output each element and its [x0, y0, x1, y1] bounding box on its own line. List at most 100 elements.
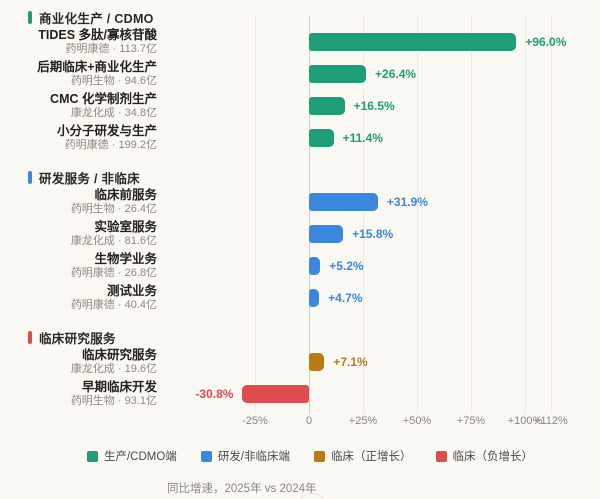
- bar: [309, 65, 367, 83]
- chart-row: TIDES 多肽/寡核苷酸 药明康德 · 113.7亿 +96.0%: [0, 26, 600, 58]
- row-title: 小分子研发与生产: [56, 123, 157, 138]
- chart-row: 后期临床+商业化生产 药明生物 · 94.6亿 +26.4%: [0, 58, 600, 90]
- bar: [309, 193, 378, 211]
- legend-swatch: [314, 450, 326, 462]
- chart-row: 生物学业务 药明康德 · 26.8亿 +5.2%: [0, 250, 600, 282]
- bar: [309, 257, 321, 275]
- row-title: 后期临床+商业化生产: [37, 59, 157, 74]
- section-title: 商业化生产 / CDMO: [39, 11, 154, 26]
- row-label: 后期临床+商业化生产 药明生物 · 94.6亿: [0, 60, 157, 89]
- bar: [309, 225, 344, 243]
- legend-item: 研发/非临床端: [200, 448, 291, 464]
- section-header: 商业化生产 / CDMO: [28, 8, 600, 26]
- axis-tick-label: +100%: [507, 415, 543, 427]
- bar-value-label: +5.2%: [329, 259, 364, 273]
- row-title: 临床研究服务: [81, 347, 157, 362]
- legend-item: 临床（负增长）: [435, 448, 534, 464]
- chart-row: 测试业务 药明康德 · 40.4亿 +4.7%: [0, 282, 600, 314]
- row-company-note: 药明生物 · 93.1亿: [70, 395, 157, 408]
- axis-tick-label: +50%: [402, 415, 432, 427]
- section-header: 临床研究服务: [28, 328, 600, 346]
- bar-cell: +26.4%: [157, 58, 600, 90]
- bar: [309, 129, 334, 147]
- legend-item: 生产/CDMO端: [86, 448, 177, 464]
- axis-tick-label: -25%: [242, 415, 268, 427]
- bar-cell: +15.8%: [157, 218, 600, 250]
- section-title: 临床研究服务: [39, 331, 116, 346]
- row-label: 小分子研发与生产 药明康德 · 199.2亿: [0, 124, 157, 153]
- x-axis: -25% 0 +25% +50% +75% +100% +112%: [0, 410, 600, 432]
- axis-tick-label: +75%: [456, 415, 486, 427]
- row-company-note: 康龙化成 · 34.8亿: [70, 107, 157, 120]
- bar-value-label: -30.8%: [195, 387, 234, 401]
- bar-cell: -30.8%: [157, 378, 600, 410]
- bar-cell: +4.7%: [157, 282, 600, 314]
- bar: [309, 97, 345, 115]
- row-title: TIDES 多肽/寡核苷酸: [38, 27, 157, 42]
- legend-item: 临床（正增长）: [314, 448, 412, 464]
- row-label: 生物学业务 药明康德 · 26.8亿: [0, 252, 157, 281]
- section-marker: [28, 10, 32, 24]
- row-title: 生物学业务: [94, 251, 157, 266]
- row-company-note: 药明生物 · 26.4亿: [70, 203, 157, 216]
- legend-swatch: [200, 450, 212, 462]
- section-marker: [28, 170, 32, 184]
- row-label: 实验室服务 康龙化成 · 81.6亿: [0, 220, 157, 249]
- bar-value-label: +11.4%: [342, 131, 383, 145]
- legend-label: 临床（正增长）: [331, 451, 412, 463]
- axis-tick-label: 0: [305, 415, 313, 427]
- bar-value-label: +31.9%: [386, 195, 428, 209]
- row-company-note: 药明康德 · 113.7亿: [65, 43, 158, 56]
- bar-cell: +31.9%: [157, 186, 600, 218]
- bar-value-label: +26.4%: [375, 67, 417, 81]
- chart-area: 商业化生产 / CDMO TIDES 多肽/寡核苷酸 药明康德 · 113.7亿 +9…: [0, 8, 600, 432]
- row-company-note: 药明康德 · 199.2亿: [64, 139, 157, 152]
- section-title: 研发服务 / 非临床: [39, 171, 140, 186]
- bar-cell: +96.0%: [157, 26, 600, 58]
- legend-swatch: [86, 450, 98, 462]
- legend-label: 生产/CDMO端: [103, 451, 177, 463]
- row-company-note: 药明生物 · 94.6亿: [70, 75, 157, 88]
- bar-value-label: +96.0%: [525, 35, 567, 49]
- bar: [242, 385, 309, 403]
- section-header: 研发服务 / 非临床: [28, 168, 600, 186]
- row-label: 临床研究服务 康龙化成 · 19.6亿: [0, 348, 157, 377]
- row-title: 测试业务: [106, 283, 157, 298]
- bar-cell: +16.5%: [157, 90, 600, 122]
- axis-tick-label: +112%: [534, 415, 568, 427]
- legend-label: 临床（负增长）: [452, 451, 534, 463]
- row-company-note: 药明康德 · 40.4亿: [70, 299, 157, 312]
- row-label: TIDES 多肽/寡核苷酸 药明康德 · 113.7亿: [0, 28, 157, 57]
- row-label: CMC 化学制剂生产 康龙化成 · 34.8亿: [0, 92, 157, 121]
- row-title: CMC 化学制剂生产: [50, 91, 157, 106]
- chart-sections: 商业化生产 / CDMO TIDES 多肽/寡核苷酸 药明康德 · 113.7亿 +9…: [0, 8, 600, 410]
- row-company-note: 康龙化成 · 81.6亿: [70, 235, 157, 248]
- section-marker: [28, 330, 32, 344]
- bar-cell: +11.4%: [157, 122, 600, 154]
- bar-cell: +7.1%: [157, 346, 600, 378]
- chart-row: 小分子研发与生产 药明康德 · 199.2亿 +11.4%: [0, 122, 600, 154]
- row-label: 早期临床开发 药明生物 · 93.1亿: [0, 380, 157, 409]
- row-title: 临床前服务: [94, 187, 157, 202]
- chart-legend: 生产/CDMO端 研发/非临床端 临床（正增长） 临床（负增长）: [0, 448, 600, 464]
- axis-tick-label: +25%: [348, 415, 378, 427]
- bar-value-label: +16.5%: [353, 99, 395, 113]
- bar: [309, 33, 517, 51]
- chart-row: 临床前服务 药明生物 · 26.4亿 +31.9%: [0, 186, 600, 218]
- row-company-note: 药明康德 · 26.8亿: [70, 267, 157, 280]
- bar: [309, 353, 325, 371]
- chart-row: CMC 化学制剂生产 康龙化成 · 34.8亿 +16.5%: [0, 90, 600, 122]
- row-title: 实验室服务: [94, 219, 157, 234]
- bar-value-label: +4.7%: [328, 291, 363, 305]
- bar: [309, 289, 320, 307]
- chart-row: 早期临床开发 药明生物 · 93.1亿 -30.8%: [0, 378, 600, 410]
- chart-row: 临床研究服务 康龙化成 · 19.6亿 +7.1%: [0, 346, 600, 378]
- row-company-note: 康龙化成 · 19.6亿: [70, 363, 157, 376]
- row-title: 早期临床开发: [81, 379, 157, 394]
- chart-footnote: 同比增速，2025年 vs 2024年: [167, 483, 317, 495]
- chart-row: 实验室服务 康龙化成 · 81.6亿 +15.8%: [0, 218, 600, 250]
- bar-cell: +5.2%: [157, 250, 600, 282]
- row-label: 临床前服务 药明生物 · 26.4亿: [0, 188, 157, 217]
- legend-label: 研发/非临床端: [217, 451, 291, 463]
